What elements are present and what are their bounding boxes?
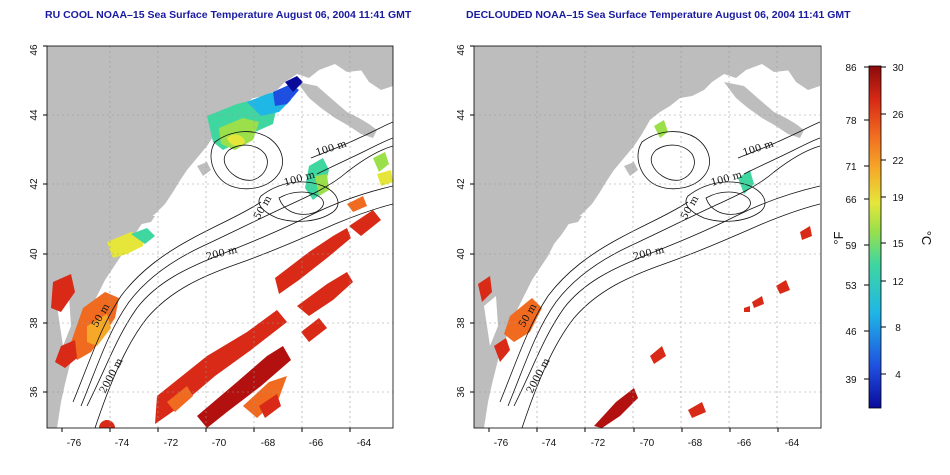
colorbar-f-tick: 53: [845, 281, 857, 292]
y-tick-label: 44: [29, 109, 40, 121]
x-tick-label: -76: [494, 438, 509, 449]
left-sst-pixels: [51, 76, 393, 428]
colorbar-f-tick: 66: [845, 195, 857, 206]
y-tick-label: 40: [29, 248, 40, 260]
x-tick-label: -68: [261, 438, 276, 449]
right-x-axis: -76 -74 -72 -70 -68 -66 -64: [488, 428, 800, 449]
left-y-axis: 36 38 40 42 44 46: [29, 44, 47, 398]
y-tick-label: 36: [456, 386, 467, 398]
x-tick-label: -66: [737, 438, 752, 449]
x-tick-label: -74: [115, 438, 130, 449]
right-sst-pixels: [478, 120, 812, 428]
right-y-axis: 36 38 40 42 44 46: [456, 44, 474, 398]
colorbar-f-tick: 86: [845, 63, 857, 74]
colorbar-c-tick: 19: [892, 193, 904, 204]
colorbar-celsius-unit: °C: [919, 231, 934, 246]
y-tick-label: 38: [29, 317, 40, 329]
colorbar-c-tick: 15: [892, 239, 904, 250]
y-tick-label: 40: [456, 248, 467, 260]
right-map-frame: [473, 45, 822, 429]
colorbar-c-tick: 12: [892, 277, 904, 288]
x-tick-label: -76: [67, 438, 82, 449]
colorbar-c-tick: 26: [892, 110, 904, 121]
colorbar-f-tick: 59: [845, 241, 857, 252]
x-tick-label: -70: [640, 438, 655, 449]
x-tick-label: -72: [591, 438, 606, 449]
colorbar-gradient: [868, 65, 882, 409]
colorbar-f-tick: 71: [845, 162, 857, 173]
colorbar-celsius-axis: 30 26 22 19 15 12 8 4 °C: [881, 63, 934, 381]
y-tick-label: 36: [29, 386, 40, 398]
temperature-colorbar: 86 78 71 66 59 53 46 39 °F 30 26 22 19 1…: [831, 63, 934, 409]
y-tick-label: 42: [29, 178, 40, 190]
x-tick-label: -74: [542, 438, 557, 449]
colorbar-c-tick: 30: [892, 63, 904, 74]
colorbar-f-tick: 46: [845, 327, 857, 338]
left-panel-title: RU COOL NOAA–15 Sea Surface Temperature …: [45, 9, 412, 21]
y-tick-label: 44: [456, 109, 467, 121]
left-x-axis: -76 -74 -72 -70 -68 -66 -64: [61, 428, 372, 449]
left-map-panel: 100 m 100 m 50 m 200 m 50 m 2000 m: [46, 45, 394, 429]
colorbar-fahrenheit-axis: 86 78 71 66 59 53 46 39 °F: [831, 63, 869, 386]
left-map-frame: [46, 45, 394, 429]
colorbar-fahrenheit-unit: °F: [831, 231, 846, 244]
y-tick-label: 38: [456, 317, 467, 329]
x-tick-label: -70: [212, 438, 227, 449]
y-tick-label: 42: [456, 178, 467, 190]
colorbar-c-tick: 22: [892, 156, 904, 167]
colorbar-f-tick: 39: [845, 375, 857, 386]
right-panel-title: DECLOUDED NOAA–15 Sea Surface Temperatur…: [466, 9, 851, 21]
y-tick-label: 46: [456, 44, 467, 56]
x-tick-label: -68: [688, 438, 703, 449]
x-tick-label: -64: [357, 438, 372, 449]
x-tick-label: -64: [785, 438, 800, 449]
x-tick-label: -66: [309, 438, 324, 449]
colorbar-c-tick: 8: [895, 323, 901, 334]
right-map-panel: 100 m 100 m 50 m 200 m 50 m 2000 m: [473, 45, 822, 429]
colorbar-f-tick: 78: [845, 116, 857, 127]
x-tick-label: -72: [164, 438, 179, 449]
y-tick-label: 46: [29, 44, 40, 56]
colorbar-c-tick: 4: [895, 370, 901, 381]
